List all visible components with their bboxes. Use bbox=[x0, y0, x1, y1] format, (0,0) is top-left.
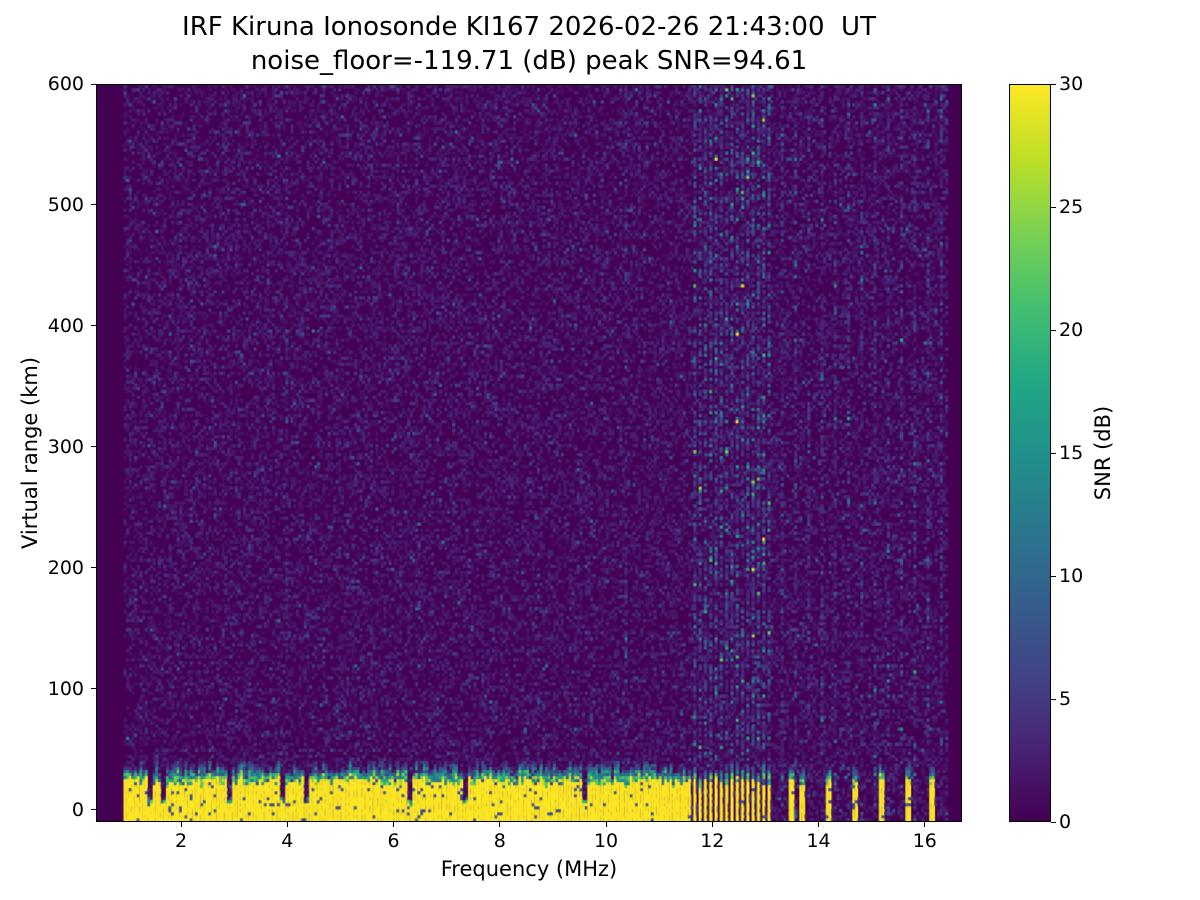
y-tick-mark bbox=[91, 809, 96, 811]
colorbar-tick-label: 20 bbox=[1059, 319, 1084, 341]
y-tick-label: 0 bbox=[71, 798, 84, 821]
y-tick-label: 100 bbox=[47, 677, 84, 700]
x-tick-mark bbox=[393, 822, 395, 827]
x-tick-mark bbox=[286, 822, 288, 827]
x-tick-label: 8 bbox=[493, 830, 506, 852]
x-axis-label: Frequency (MHz) bbox=[440, 857, 618, 881]
colorbar-tick-mark bbox=[1051, 329, 1056, 331]
y-tick-mark bbox=[91, 83, 96, 85]
x-tick-mark bbox=[605, 822, 607, 827]
x-tick-label: 2 bbox=[174, 830, 188, 852]
chart-title: IRF Kiruna Ionosonde KI167 2026-02-26 21… bbox=[182, 12, 876, 42]
colorbar-tick-label: 0 bbox=[1059, 811, 1072, 833]
colorbar-tick-mark bbox=[1051, 452, 1056, 454]
colorbar-tick-label: 30 bbox=[1059, 73, 1084, 95]
heatmap-canvas bbox=[97, 85, 961, 821]
x-tick-mark bbox=[499, 822, 501, 827]
y-tick-mark bbox=[91, 688, 96, 690]
x-tick-label: 4 bbox=[281, 830, 294, 852]
colorbar-canvas bbox=[1010, 85, 1050, 821]
x-tick-mark bbox=[818, 822, 820, 827]
y-tick-label: 300 bbox=[47, 435, 84, 458]
plot-area bbox=[96, 84, 962, 822]
colorbar-tick-label: 5 bbox=[1059, 688, 1072, 710]
colorbar-tick-label: 25 bbox=[1059, 196, 1084, 218]
x-tick-mark bbox=[711, 822, 713, 827]
x-tick-mark bbox=[924, 822, 926, 827]
colorbar-tick-mark bbox=[1051, 698, 1056, 700]
y-tick-mark bbox=[91, 204, 96, 206]
x-tick-label: 12 bbox=[700, 830, 725, 852]
y-tick-mark bbox=[91, 446, 96, 448]
colorbar-tick-label: 15 bbox=[1059, 442, 1084, 464]
colorbar-tick-mark bbox=[1051, 575, 1056, 577]
x-tick-label: 10 bbox=[593, 830, 619, 852]
chart-subtitle: noise_floor=-119.71 (dB) peak SNR=94.61 bbox=[250, 46, 808, 76]
y-tick-mark bbox=[91, 325, 96, 327]
y-tick-label: 600 bbox=[47, 73, 84, 95]
y-tick-mark bbox=[91, 567, 96, 569]
x-tick-label: 14 bbox=[806, 830, 831, 852]
colorbar bbox=[1009, 84, 1051, 822]
x-tick-label: 16 bbox=[912, 830, 937, 852]
y-tick-label: 500 bbox=[47, 193, 84, 216]
colorbar-tick-label: 10 bbox=[1059, 565, 1084, 587]
colorbar-tick-mark bbox=[1051, 821, 1056, 823]
y-tick-label: 200 bbox=[47, 556, 84, 579]
x-tick-mark bbox=[180, 822, 182, 827]
colorbar-tick-mark bbox=[1051, 206, 1056, 208]
x-tick-label: 6 bbox=[387, 830, 400, 852]
colorbar-tick-mark bbox=[1051, 83, 1056, 85]
y-tick-label: 400 bbox=[47, 314, 84, 337]
